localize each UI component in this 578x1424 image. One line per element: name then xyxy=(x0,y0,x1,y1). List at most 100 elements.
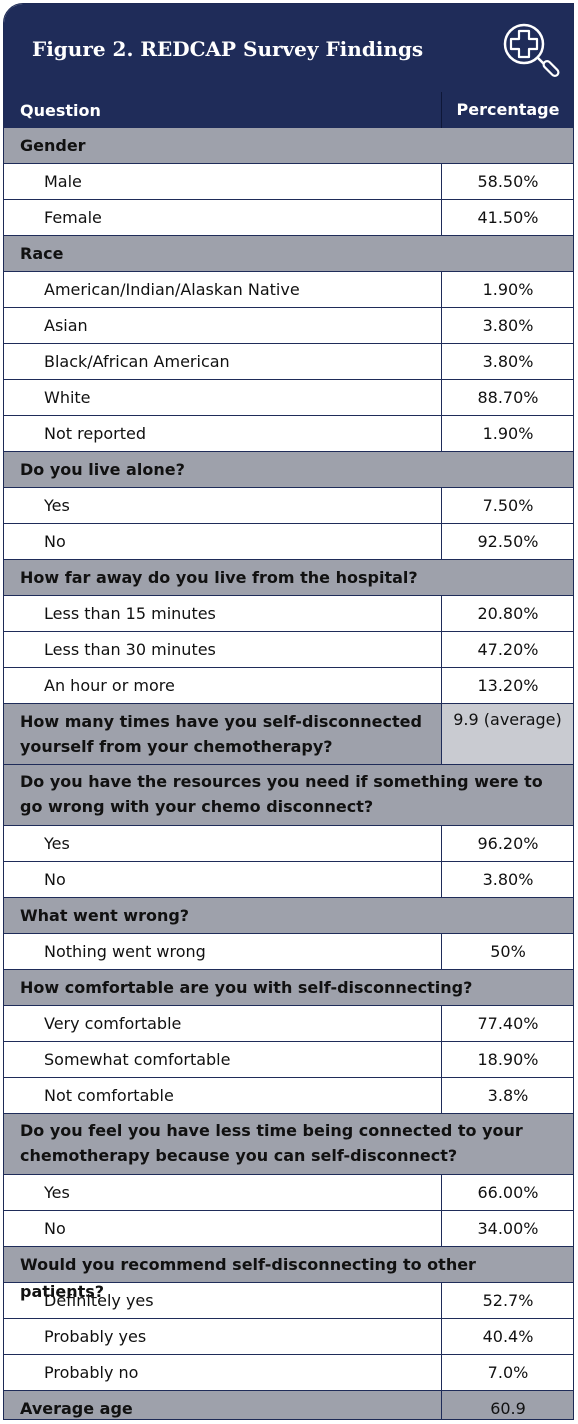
table-row: An hour or more 13.20% xyxy=(4,668,573,704)
row-label: Very comfortable xyxy=(44,1014,182,1033)
row-label: Female xyxy=(44,208,102,227)
row-percentage-value: 1.90% xyxy=(441,416,573,451)
value-cell-background xyxy=(441,704,573,764)
row-label: Not reported xyxy=(44,424,146,443)
row-label: Yes xyxy=(44,834,70,853)
row-label: Less than 30 minutes xyxy=(44,640,216,659)
row-percentage-value: 40.4% xyxy=(441,1319,573,1354)
table-row: Somewhat comfortable 18.90% xyxy=(4,1042,573,1078)
section-title: Do you live alone? xyxy=(20,460,185,479)
row-percentage-value: 3.80% xyxy=(441,344,573,379)
row-label: American/Indian/Alaskan Native xyxy=(44,280,300,299)
table-row: Probably no 7.0% xyxy=(4,1355,573,1391)
table-row: Nothing went wrong 50% xyxy=(4,934,573,970)
section-header-row: What went wrong? xyxy=(4,898,573,934)
table-row: Probably yes 40.4% xyxy=(4,1319,573,1355)
average-age-value: 60.9 xyxy=(441,1391,573,1419)
column-header-percentage: Percentage xyxy=(441,92,573,128)
row-percentage-value: 7.50% xyxy=(441,488,573,523)
row-percentage-value: 66.00% xyxy=(441,1175,573,1210)
section-title: What went wrong? xyxy=(20,906,190,925)
question-average-value: 9.9 (average) xyxy=(441,704,573,764)
row-label: No xyxy=(44,532,66,551)
row-percentage-value: 3.8% xyxy=(441,1078,573,1113)
figure-header: Figure 2. REDCAP Survey Findings xyxy=(4,4,573,92)
row-label: Yes xyxy=(44,1183,70,1202)
row-label: No xyxy=(44,1219,66,1238)
question-row-with-average: How many times have you self-disconnecte… xyxy=(4,704,573,765)
row-label: Probably yes xyxy=(44,1327,147,1346)
table-row: Definitely yes 52.7% xyxy=(4,1283,573,1319)
section-header-row: Do you live alone? xyxy=(4,452,573,488)
row-label: Probably no xyxy=(44,1363,139,1382)
table-row: No 34.00% xyxy=(4,1211,573,1247)
section-title: Would you recommend self-disconnecting t… xyxy=(20,1255,476,1301)
row-label: Definitely yes xyxy=(44,1291,154,1310)
section-title: Do you feel you have less time being con… xyxy=(20,1121,523,1165)
table-column-header: Question Percentage xyxy=(4,92,573,128)
section-header-row: How far away do you live from the hospit… xyxy=(4,560,573,596)
table-row: Asian 3.80% xyxy=(4,308,573,344)
table-row: Yes 7.50% xyxy=(4,488,573,524)
table-row: No 92.50% xyxy=(4,524,573,560)
average-age-label: Average age xyxy=(20,1398,133,1418)
row-percentage-value: 96.20% xyxy=(441,826,573,861)
row-percentage-value: 88.70% xyxy=(441,380,573,415)
table-row: American/Indian/Alaskan Native 1.90% xyxy=(4,272,573,308)
section-title: How comfortable are you with self-discon… xyxy=(20,978,473,997)
table-row: No 3.80% xyxy=(4,862,573,898)
row-percentage-value: 52.7% xyxy=(441,1283,573,1318)
row-percentage-value: 3.80% xyxy=(441,308,573,343)
section-header-row: Do you feel you have less time being con… xyxy=(4,1114,573,1175)
table-row: Less than 15 minutes 20.80% xyxy=(4,596,573,632)
section-header-row: How comfortable are you with self-discon… xyxy=(4,970,573,1006)
table-row: Less than 30 minutes 47.20% xyxy=(4,632,573,668)
table-row: Male 58.50% xyxy=(4,164,573,200)
row-percentage-value: 20.80% xyxy=(441,596,573,631)
row-percentage-value: 47.20% xyxy=(441,632,573,667)
section-title: Race xyxy=(20,244,64,263)
row-percentage-value: 18.90% xyxy=(441,1042,573,1077)
row-label: Less than 15 minutes xyxy=(44,604,216,623)
row-label: Asian xyxy=(44,316,88,335)
table-row: Female 41.50% xyxy=(4,200,573,236)
row-percentage-value: 50% xyxy=(441,934,573,969)
row-percentage-value: 41.50% xyxy=(441,200,573,235)
row-percentage-value: 92.50% xyxy=(441,524,573,559)
row-label: Yes xyxy=(44,496,70,515)
row-percentage-value: 77.40% xyxy=(441,1006,573,1041)
section-header-row: Race xyxy=(4,236,573,272)
section-title: Gender xyxy=(20,136,86,155)
section-header-row: Do you have the resources you need if so… xyxy=(4,765,573,826)
section-header-row: Gender xyxy=(4,128,573,164)
average-age-row: Average age 60.9 xyxy=(4,1391,573,1419)
table-row: Very comfortable 77.40% xyxy=(4,1006,573,1042)
row-label: Black/African American xyxy=(44,352,230,371)
section-header-row: Would you recommend self-disconnecting t… xyxy=(4,1247,573,1301)
row-percentage-value: 58.50% xyxy=(441,164,573,199)
row-percentage-value: 1.90% xyxy=(441,272,573,307)
row-label: No xyxy=(44,870,66,889)
table-row: White 88.70% xyxy=(4,380,573,416)
row-percentage-value: 7.0% xyxy=(441,1355,573,1390)
section-title: Do you have the resources you need if so… xyxy=(20,772,543,816)
row-label: An hour or more xyxy=(44,676,175,695)
table-body: Gender Male 58.50% Female 41.50% Race American… xyxy=(4,128,573,1419)
row-label: White xyxy=(44,388,91,407)
table-row: Yes 96.20% xyxy=(4,826,573,862)
row-percentage-value: 3.80% xyxy=(441,862,573,897)
question-label: How many times have you self-disconnecte… xyxy=(20,712,422,756)
table-row: Black/African American 3.80% xyxy=(4,344,573,380)
figure-frame: Figure 2. REDCAP Survey Findings Questio… xyxy=(3,3,574,1420)
table-row: Not reported 1.90% xyxy=(4,416,573,452)
table-row: Yes 66.00% xyxy=(4,1175,573,1211)
section-title: How far away do you live from the hospit… xyxy=(20,568,418,587)
row-label: Somewhat comfortable xyxy=(44,1050,231,1069)
row-percentage-value: 34.00% xyxy=(441,1211,573,1246)
figure-title: Figure 2. REDCAP Survey Findings xyxy=(32,37,424,61)
row-label: Nothing went wrong xyxy=(44,942,206,961)
row-label: Not comfortable xyxy=(44,1086,174,1105)
magnifier-with-medical-cross-icon xyxy=(503,23,560,77)
row-percentage-value: 13.20% xyxy=(441,668,573,703)
table-row: Not comfortable 3.8% xyxy=(4,1078,573,1114)
